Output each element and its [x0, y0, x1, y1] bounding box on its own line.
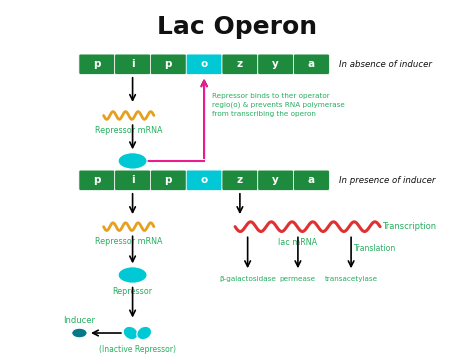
Text: i: i [131, 175, 135, 185]
Text: o: o [201, 59, 208, 69]
FancyBboxPatch shape [222, 170, 258, 190]
Text: i: i [131, 59, 135, 69]
Text: a: a [308, 175, 315, 185]
Ellipse shape [118, 267, 147, 283]
FancyBboxPatch shape [258, 170, 293, 190]
Text: y: y [272, 175, 279, 185]
FancyBboxPatch shape [115, 54, 150, 75]
Ellipse shape [118, 153, 147, 169]
Text: p: p [164, 175, 172, 185]
FancyBboxPatch shape [150, 54, 186, 75]
Text: β-galactosidase: β-galactosidase [219, 276, 276, 282]
Text: y: y [272, 59, 279, 69]
Text: a: a [308, 59, 315, 69]
Text: Repressor mRNA: Repressor mRNA [95, 126, 163, 135]
Text: permease: permease [280, 276, 316, 282]
Text: In absence of inducer: In absence of inducer [338, 60, 431, 69]
Text: Repressor: Repressor [112, 286, 153, 296]
FancyBboxPatch shape [150, 170, 186, 190]
Text: Repressor mRNA: Repressor mRNA [95, 237, 163, 246]
Ellipse shape [123, 326, 138, 340]
Text: o: o [201, 175, 208, 185]
Ellipse shape [137, 326, 152, 340]
Text: p: p [93, 59, 100, 69]
Text: p: p [93, 175, 100, 185]
Text: Transcription: Transcription [382, 222, 436, 231]
FancyBboxPatch shape [79, 170, 115, 190]
Text: transacetylase: transacetylase [325, 276, 378, 282]
Text: (Inactive Repressor): (Inactive Repressor) [99, 345, 176, 354]
Text: lac mRNA: lac mRNA [278, 238, 318, 247]
FancyBboxPatch shape [115, 170, 150, 190]
FancyBboxPatch shape [293, 170, 329, 190]
Ellipse shape [72, 328, 87, 338]
FancyBboxPatch shape [258, 54, 293, 75]
Text: z: z [237, 59, 243, 69]
Text: Inducer: Inducer [64, 316, 95, 325]
Text: Translation: Translation [354, 244, 396, 253]
FancyBboxPatch shape [222, 54, 258, 75]
FancyBboxPatch shape [79, 54, 115, 75]
FancyBboxPatch shape [293, 54, 329, 75]
Text: Repressor: Repressor [112, 173, 153, 181]
FancyBboxPatch shape [186, 54, 222, 75]
Text: In presence of inducer: In presence of inducer [338, 176, 435, 185]
FancyBboxPatch shape [186, 170, 222, 190]
Text: z: z [237, 175, 243, 185]
Text: Repressor binds to ther operator
regio(o) & prevents RNA polymerase
from transcr: Repressor binds to ther operator regio(o… [212, 93, 345, 117]
Text: Lac Operon: Lac Operon [157, 15, 317, 39]
Text: p: p [164, 59, 172, 69]
